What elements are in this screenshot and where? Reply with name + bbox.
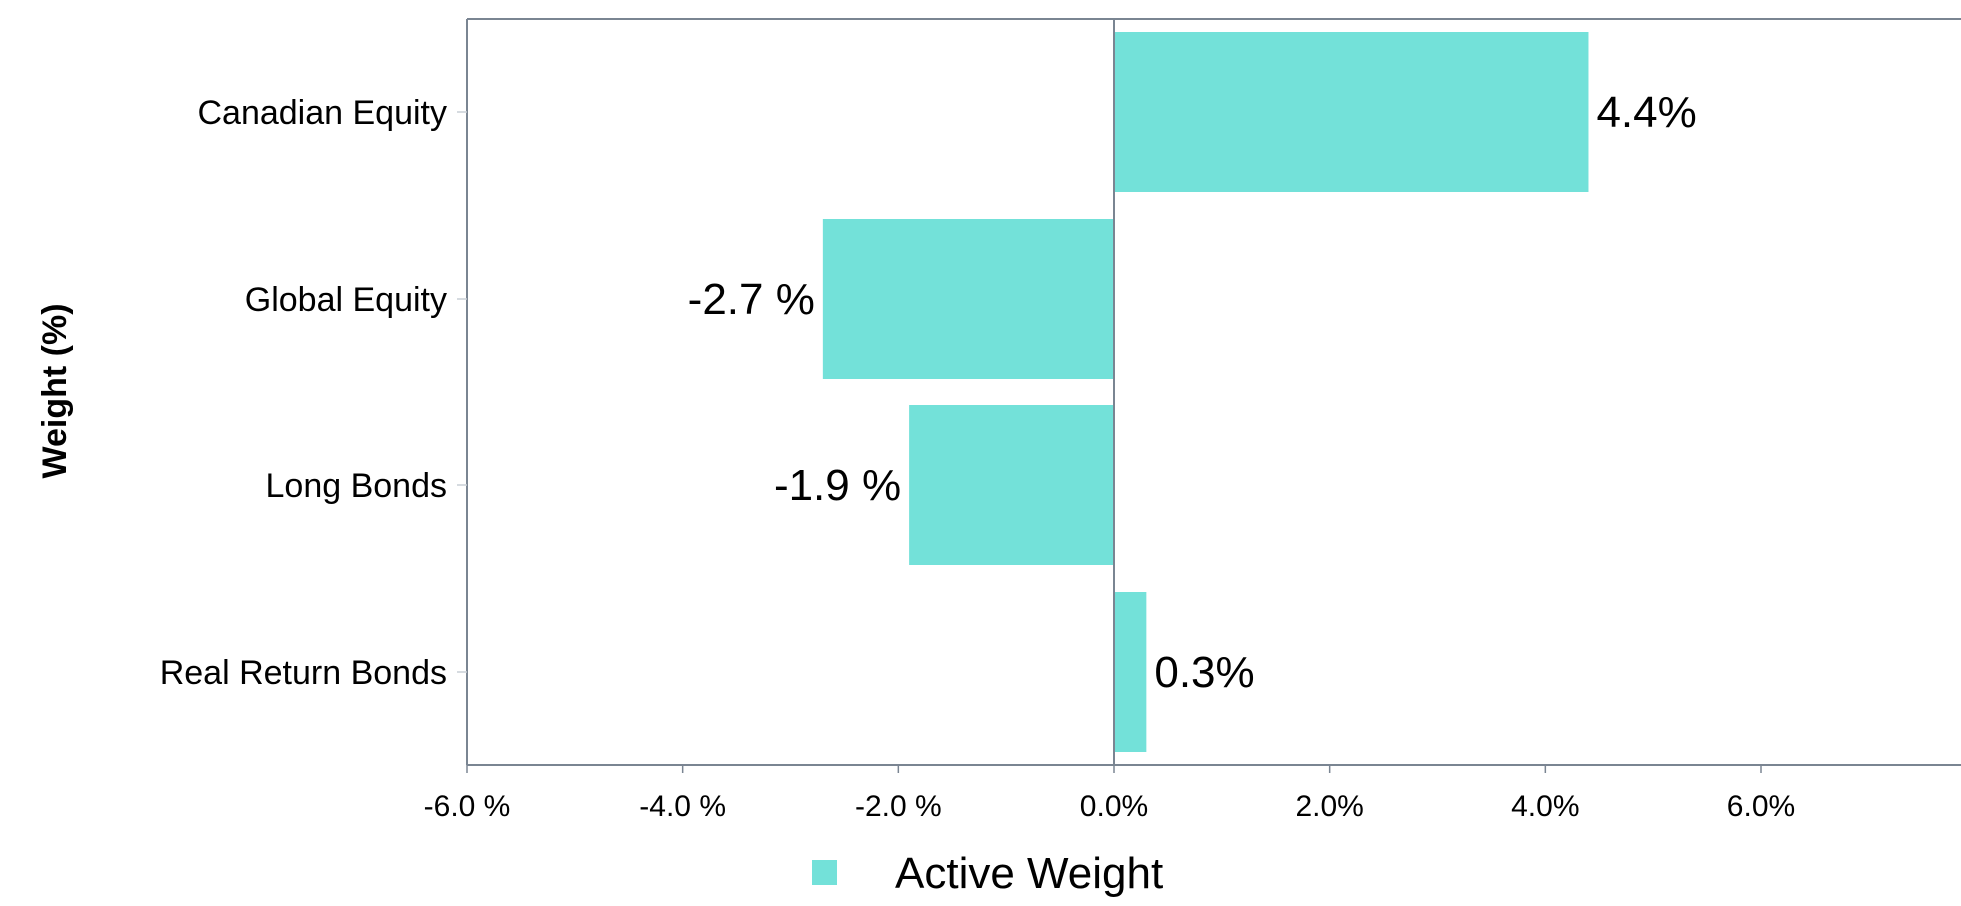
y-axis-title: Weight (%) (36, 303, 74, 478)
legend-swatch (812, 860, 837, 885)
x-tick-label: 6.0% (1727, 790, 1795, 823)
plot-frame (466, 18, 1961, 766)
bar-real-return-bonds (1114, 592, 1147, 752)
bars-group (822, 32, 1589, 752)
bar-long-bonds (909, 405, 1114, 565)
x-tick-label: -6.0 % (424, 790, 511, 823)
data-labels-group: 4.4% -2.7 % -1.9 % 0.3% (688, 88, 1697, 697)
x-axis: -6.0 %-4.0 %-2.0 %0.0%2.0%4.0%6.0%8. (424, 765, 1795, 823)
x-tick-label: 2.0% (1295, 790, 1363, 823)
x-tick-label: -4.0 % (639, 790, 726, 823)
legend-label: Active Weight (895, 849, 1163, 898)
category-label: Global Equity (245, 281, 447, 319)
category-label: Long Bonds (266, 467, 448, 505)
bar-canadian-equity (1114, 32, 1589, 192)
data-label-real-return-bonds: 0.3% (1154, 648, 1254, 697)
data-label-canadian-equity: 4.4% (1596, 88, 1696, 137)
x-tick-label: 4.0% (1511, 790, 1579, 823)
data-label-long-bonds: -1.9 % (774, 461, 901, 510)
category-label: Real Return Bonds (160, 654, 447, 692)
category-axis: Canadian Equity Global Equity Long Bonds Re… (160, 94, 467, 692)
x-tick-label: -2.0 % (855, 790, 942, 823)
data-label-global-equity: -2.7 % (688, 275, 815, 324)
x-tick-label: 0.0% (1080, 790, 1148, 823)
legend: Active Weight (812, 849, 1163, 898)
bar-global-equity (822, 219, 1114, 379)
category-label: Canadian Equity (197, 94, 447, 132)
